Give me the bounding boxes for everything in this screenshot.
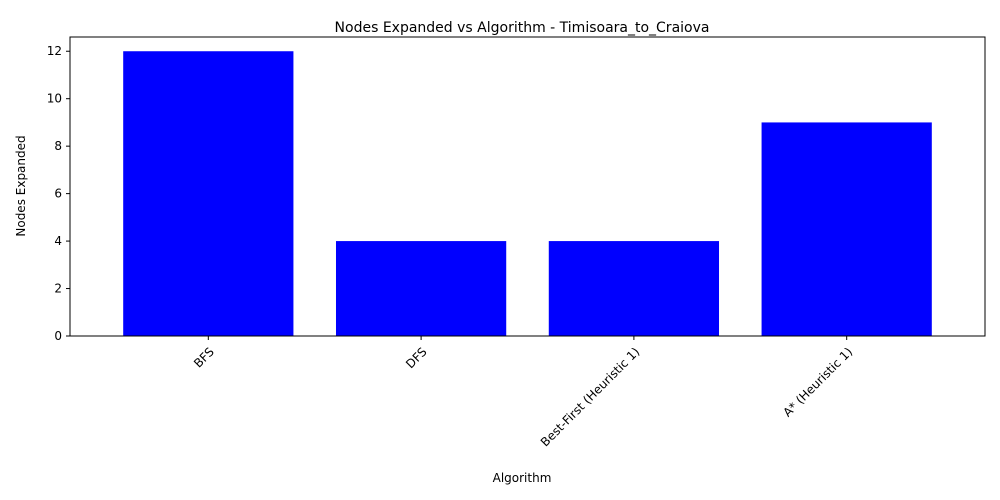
y-tick-label-2: 4: [54, 234, 62, 248]
plot-area-frame: [69, 36, 986, 337]
y-tick-label-5: 10: [47, 92, 62, 106]
bar-3: [761, 122, 932, 336]
y-tick-label-0: 0: [54, 329, 62, 343]
x-tick-label-0: BFS: [191, 345, 217, 371]
x-axis: BFS DFS Best-First (Heuristic 1) A* (Heuris…: [191, 336, 855, 449]
y-tick-label-4: 8: [54, 139, 62, 153]
y-axis: 0 2 4 6 8 10 12: [47, 44, 70, 343]
bars-group: [123, 51, 932, 336]
bar-2: [548, 241, 720, 336]
y-tick-label-6: 12: [47, 44, 62, 58]
y-axis-label: Nodes Expanded: [14, 135, 28, 236]
bar-1: [335, 241, 507, 336]
x-tick-label-1: DFS: [403, 345, 430, 372]
x-tick-label-3: A* (Heuristic 1): [780, 345, 855, 420]
x-axis-label: Algorithm: [493, 471, 552, 485]
bar-0: [123, 51, 294, 336]
x-tick-label-2: Best-First (Heuristic 1): [538, 345, 643, 450]
y-tick-label-3: 6: [54, 187, 62, 201]
chart-title: Nodes Expanded vs Algorithm - Timisoara_…: [335, 20, 710, 36]
y-tick-label-1: 2: [54, 282, 62, 296]
